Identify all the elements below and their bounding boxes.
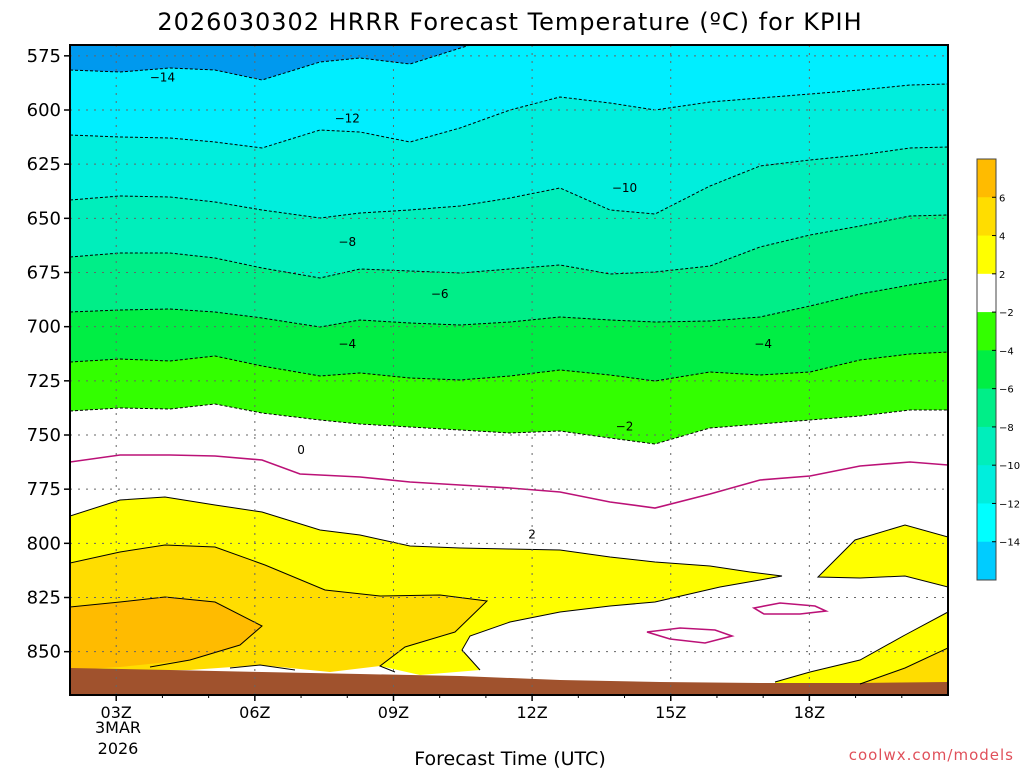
- contour-plus-2-right: [816, 524, 948, 588]
- contour-minus-2: [70, 403, 948, 445]
- contour-label: −2: [616, 419, 634, 433]
- colorbar-swatch: [977, 312, 996, 351]
- contour-minus-6: [70, 278, 948, 328]
- x-tick-label: 12Z: [516, 703, 547, 722]
- colorbar-label: −6: [999, 385, 1014, 396]
- x-tick-label: 06Z: [239, 703, 270, 722]
- colorbar-swatch: [977, 465, 996, 504]
- y-tick-label: 750: [27, 425, 61, 446]
- contour-zero-loop-1: [646, 627, 735, 644]
- contour-plus-2-bottom-right: [774, 611, 948, 683]
- y-tick-label: 600: [27, 100, 61, 121]
- start-date-year: 2026: [98, 739, 139, 758]
- contour-plus-4: [70, 544, 489, 673]
- contour-label: −6: [431, 287, 449, 301]
- contour-label: 0: [297, 443, 305, 457]
- colorbar-swatch: [977, 388, 996, 428]
- colorbar-swatch: [977, 273, 996, 313]
- colorbar-label: −2: [999, 308, 1014, 319]
- y-tick-label: 675: [27, 263, 61, 284]
- y-tick-label: 800: [27, 533, 61, 554]
- colorbar-label: −14: [999, 538, 1020, 549]
- contour-label: −8: [338, 235, 356, 249]
- y-tick-label: 825: [27, 588, 61, 609]
- start-date-month: 3MAR: [95, 718, 141, 737]
- contour-plus-4-bottom-right: [859, 647, 948, 685]
- x-tick-label: 09Z: [378, 703, 409, 722]
- colorbar-label: 2: [999, 270, 1005, 281]
- credit-text: coolwx.com/models: [849, 746, 1014, 764]
- ground: [70, 668, 948, 695]
- colorbar-swatch: [977, 503, 996, 543]
- colorbar-swatch: [977, 350, 996, 390]
- colorbar: 6 4 2 −2 −4 −6 −8 −10 −12 −14: [976, 158, 1020, 581]
- x-tick-label: 15Z: [655, 703, 686, 722]
- colorbar-swatch: [977, 159, 996, 198]
- y-tick-label: 775: [27, 479, 61, 500]
- colorbar-frame: [976, 158, 997, 581]
- contour-minus-8: [70, 214, 948, 279]
- band-plus-2: [70, 497, 782, 675]
- y-tick-label: 725: [27, 371, 61, 392]
- x-tick-label: 18Z: [794, 703, 825, 722]
- contour-plus-4-surface: [229, 664, 296, 671]
- contour-lines: [70, 45, 948, 685]
- y-tick-label: 650: [27, 208, 61, 229]
- colorbar-label: −8: [999, 423, 1014, 434]
- contour-minus-12: [70, 83, 948, 149]
- y-tick-label: 625: [27, 154, 61, 175]
- colorbar-label: 4: [999, 232, 1005, 243]
- x-axis: 03Z 06Z 09Z 12Z 15Z 18Z: [101, 695, 903, 722]
- contour-label: −12: [335, 112, 360, 126]
- x-axis-label: Forecast Time (UTC): [414, 748, 605, 768]
- plot-area: [70, 45, 948, 695]
- chart-title: 2026030302 HRRR Forecast Temperature (ºC…: [157, 8, 862, 36]
- plot-frame: [69, 44, 949, 696]
- y-tick-label: 575: [27, 46, 61, 67]
- x-tick-label: 03Z: [101, 703, 132, 722]
- colorbar-swatch: [977, 235, 996, 275]
- contour-label: −4: [754, 337, 772, 351]
- band-plus-2-right: [818, 525, 948, 587]
- colorbar-swatch: [977, 426, 996, 466]
- contour-labels: −14 −12 −10 −8 −6 −4 −4 −2 0 2: [150, 71, 772, 542]
- colorbar-label: −4: [999, 346, 1014, 357]
- colorbar-label: −10: [999, 461, 1020, 472]
- contour-minus-4: [70, 351, 948, 382]
- contour-label: 2: [528, 528, 536, 542]
- contour-zero-loop-2: [751, 602, 829, 615]
- contour-minus-10: [70, 146, 948, 219]
- contour-plus-6: [70, 596, 263, 668]
- contour-label: −14: [150, 71, 175, 85]
- contour-plus-2: [70, 496, 783, 671]
- colorbar-label: −12: [999, 499, 1020, 510]
- y-tick-label: 850: [27, 642, 61, 663]
- colorbar-label: 6: [999, 193, 1005, 204]
- y-axis: 575 600 625 650 675 700 725 750 775 800 825 850: [27, 46, 70, 663]
- contour-label: −10: [612, 181, 637, 195]
- colorbar-swatch: [977, 541, 996, 581]
- colorbar-swatch: [977, 197, 996, 237]
- y-tick-label: 700: [27, 317, 61, 338]
- contour-zero: [70, 454, 948, 509]
- contour-label: −4: [338, 337, 356, 351]
